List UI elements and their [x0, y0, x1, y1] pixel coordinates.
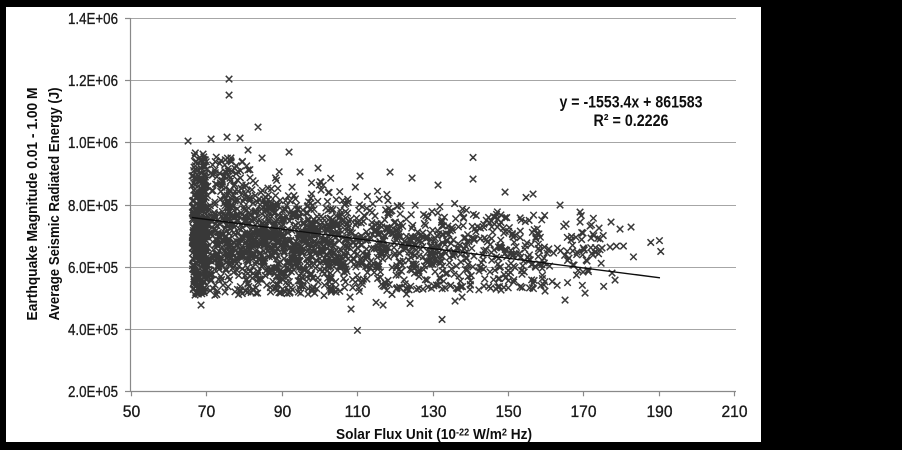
svg-text:90: 90 — [274, 402, 292, 421]
svg-text:150: 150 — [496, 402, 522, 421]
svg-text:Earthquake Magnitude 0.01 - 1: Earthquake Magnitude 0.01 - 1.00 M — [24, 88, 41, 321]
svg-text:130: 130 — [421, 402, 447, 421]
svg-text:170: 170 — [571, 402, 597, 421]
svg-text:190: 190 — [647, 402, 673, 421]
svg-text:1.0E+06: 1.0E+06 — [68, 135, 118, 152]
svg-text:70: 70 — [198, 402, 216, 421]
svg-text:4.0E+05: 4.0E+05 — [68, 322, 118, 339]
svg-text:8.0E+05: 8.0E+05 — [68, 198, 118, 215]
svg-text:1.4E+06: 1.4E+06 — [68, 11, 118, 28]
svg-text:Solar Flux Unit (10-22 W/m2 Hz: Solar Flux Unit (10-22 W/m2 Hz) — [336, 426, 532, 443]
svg-text:210: 210 — [722, 402, 748, 421]
svg-text:Average Seismic Radiated Energ: Average Seismic Radiated Energy (J) — [46, 88, 63, 321]
svg-text:50: 50 — [123, 402, 141, 421]
svg-text:y = -1553.4x + 861583: y = -1553.4x + 861583 — [560, 93, 703, 112]
svg-text:110: 110 — [345, 402, 371, 421]
svg-text:R² = 0.2226: R² = 0.2226 — [594, 111, 669, 130]
svg-text:6.0E+05: 6.0E+05 — [68, 260, 118, 277]
svg-text:1.2E+06: 1.2E+06 — [68, 73, 118, 90]
svg-text:2.0E+05: 2.0E+05 — [68, 384, 118, 401]
